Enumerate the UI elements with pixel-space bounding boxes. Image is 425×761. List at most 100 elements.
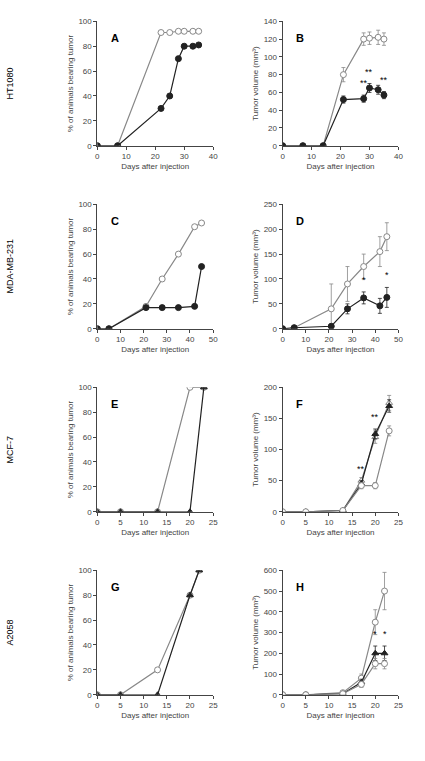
svg-text:20: 20 — [336, 152, 345, 161]
svg-text:200: 200 — [264, 383, 278, 392]
svg-text:0: 0 — [87, 142, 92, 151]
svg-text:0: 0 — [95, 518, 100, 527]
svg-text:0: 0 — [280, 335, 285, 344]
svg-text:40: 40 — [83, 275, 92, 284]
svg-text:**: ** — [380, 75, 388, 85]
svg-text:15: 15 — [162, 518, 171, 527]
svg-text:0: 0 — [273, 325, 278, 334]
svg-text:40: 40 — [83, 458, 92, 467]
svg-text:Days after injection: Days after injection — [121, 345, 189, 354]
svg-text:200: 200 — [264, 649, 278, 658]
svg-text:25: 25 — [394, 701, 403, 710]
svg-text:25: 25 — [394, 518, 403, 527]
svg-text:**: ** — [360, 78, 368, 88]
svg-text:D: D — [296, 215, 304, 227]
svg-text:Tumor volume (mm³): Tumor volume (mm³) — [251, 595, 260, 670]
svg-text:F: F — [296, 398, 303, 410]
svg-text:0: 0 — [87, 691, 92, 700]
svg-text:100: 100 — [264, 445, 278, 454]
svg-text:100: 100 — [264, 53, 278, 62]
svg-text:Days after injection: Days after injection — [307, 528, 375, 537]
svg-text:HT1080: HT1080 — [5, 68, 15, 100]
svg-text:**: ** — [371, 412, 379, 422]
svg-text:*: * — [383, 629, 387, 639]
svg-text:250: 250 — [264, 200, 278, 209]
svg-text:20: 20 — [186, 701, 195, 710]
svg-text:*: * — [362, 275, 366, 285]
svg-text:*: * — [373, 629, 377, 639]
svg-text:Days after injection: Days after injection — [307, 711, 375, 720]
svg-text:150: 150 — [264, 250, 278, 259]
svg-text:25: 25 — [209, 701, 218, 710]
svg-text:30: 30 — [348, 335, 357, 344]
svg-text:120: 120 — [264, 35, 278, 44]
svg-text:MDA-MB-231: MDA-MB-231 — [5, 239, 15, 294]
svg-text:300: 300 — [264, 628, 278, 637]
svg-text:0: 0 — [95, 152, 100, 161]
svg-text:B: B — [296, 32, 304, 44]
svg-text:60: 60 — [83, 250, 92, 259]
svg-text:H: H — [296, 581, 304, 593]
svg-text:Tumor volume (mm³): Tumor volume (mm³) — [251, 229, 260, 304]
svg-text:40: 40 — [83, 92, 92, 101]
svg-text:0: 0 — [280, 152, 285, 161]
svg-text:50: 50 — [209, 335, 218, 344]
svg-text:% of animals bearing tumor: % of animals bearing tumor — [66, 218, 75, 316]
svg-text:500: 500 — [264, 587, 278, 596]
svg-text:Days after injection: Days after injection — [121, 162, 189, 171]
svg-text:20: 20 — [268, 124, 277, 133]
svg-text:Days after injection: Days after injection — [121, 528, 189, 537]
svg-text:MCF-7: MCF-7 — [5, 436, 15, 464]
svg-text:10: 10 — [139, 701, 148, 710]
svg-text:5: 5 — [118, 518, 123, 527]
svg-text:0: 0 — [273, 691, 278, 700]
svg-text:10: 10 — [139, 518, 148, 527]
svg-text:200: 200 — [264, 225, 278, 234]
svg-text:30: 30 — [180, 152, 189, 161]
svg-text:20: 20 — [83, 117, 92, 126]
svg-text:A: A — [111, 32, 119, 44]
svg-text:30: 30 — [162, 335, 171, 344]
svg-text:**: ** — [357, 464, 365, 474]
svg-text:25: 25 — [209, 518, 218, 527]
svg-text:20: 20 — [83, 300, 92, 309]
svg-text:40: 40 — [268, 106, 277, 115]
svg-text:0: 0 — [280, 701, 285, 710]
svg-text:A2058: A2058 — [5, 620, 15, 646]
svg-text:100: 100 — [78, 17, 92, 26]
svg-text:60: 60 — [83, 433, 92, 442]
svg-text:% of animals bearing tumor: % of animals bearing tumor — [66, 584, 75, 682]
svg-text:20: 20 — [139, 335, 148, 344]
svg-text:100: 100 — [264, 275, 278, 284]
svg-text:Days after injection: Days after injection — [307, 345, 375, 354]
svg-text:0: 0 — [87, 325, 92, 334]
svg-text:15: 15 — [162, 701, 171, 710]
svg-text:10: 10 — [307, 152, 316, 161]
svg-text:Tumor volume (mm³): Tumor volume (mm³) — [251, 46, 260, 121]
svg-text:80: 80 — [83, 225, 92, 234]
svg-text:E: E — [111, 398, 118, 410]
svg-text:5: 5 — [304, 518, 309, 527]
svg-text:10: 10 — [324, 518, 333, 527]
svg-text:40: 40 — [186, 335, 195, 344]
svg-text:0: 0 — [273, 508, 278, 517]
svg-text:50: 50 — [394, 335, 403, 344]
svg-text:80: 80 — [83, 408, 92, 417]
svg-text:10: 10 — [122, 152, 131, 161]
svg-text:20: 20 — [83, 483, 92, 492]
svg-text:80: 80 — [83, 42, 92, 51]
svg-text:15: 15 — [348, 701, 357, 710]
svg-text:20: 20 — [324, 335, 333, 344]
svg-text:**: ** — [365, 67, 373, 77]
svg-text:20: 20 — [186, 518, 195, 527]
svg-text:100: 100 — [78, 200, 92, 209]
svg-text:40: 40 — [83, 641, 92, 650]
svg-text:10: 10 — [116, 335, 125, 344]
svg-text:0: 0 — [87, 508, 92, 517]
svg-text:10: 10 — [301, 335, 310, 344]
svg-text:100: 100 — [78, 566, 92, 575]
svg-text:60: 60 — [83, 67, 92, 76]
svg-text:80: 80 — [83, 591, 92, 600]
svg-text:20: 20 — [83, 666, 92, 675]
svg-text:30: 30 — [365, 152, 374, 161]
